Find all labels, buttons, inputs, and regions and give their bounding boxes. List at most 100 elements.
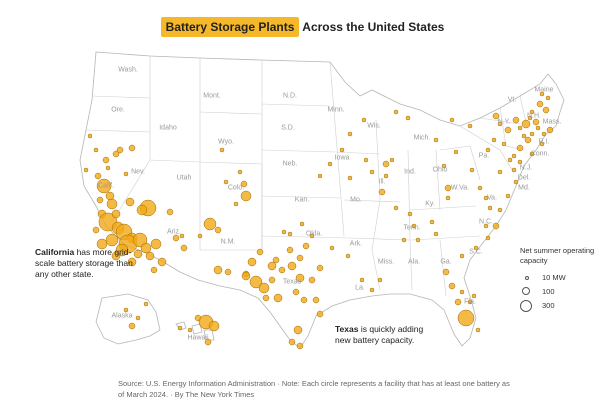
state-label-vt: Vt. [507,96,517,104]
title-highlight: Battery Storage Plants [160,17,300,37]
plant-bubble [140,242,152,254]
plant-bubble [469,167,475,173]
plant-bubble [111,209,121,219]
plant-bubble [345,253,351,259]
state-label-la: La. [355,284,365,292]
legend-row-10: 10 MW [520,271,605,285]
plant-bubble [363,157,369,163]
plant-bubble [288,338,296,346]
state-label-tenn: Tenn. [403,224,421,232]
state-label-del: Del. [517,174,531,182]
plant-bubble [389,157,395,163]
plant-bubble [262,294,270,302]
state-label-wva: W.Va. [450,184,470,192]
plant-bubble [106,198,118,210]
state-label-idaho: Idaho [159,124,177,132]
plant-bubble [187,327,193,333]
plant-bubble [309,233,315,239]
plant-bubble [136,204,148,216]
plant-bubble [127,257,137,267]
plant-bubble [501,141,507,147]
plant-bubble [471,293,477,299]
plant-bubble [286,246,294,254]
plant-bubble [94,172,102,180]
state-label-colo: Colo. [227,184,245,192]
plant-bubble [105,233,119,247]
plant-bubble [292,288,300,296]
plant-bubble [316,310,324,318]
plant-bubble [287,231,293,237]
texas-annotation-text: is quickly adding new battery capacity. [335,324,424,345]
state-label-ohio: Ohio [432,166,448,174]
plant-bubble [224,268,232,276]
california-annotation-bold: California [35,247,75,257]
state-label-mo: Mo. [350,196,362,204]
plant-bubble [517,125,523,131]
source-note: Source: U.S. Energy Information Administ… [118,379,510,399]
plant-bubble [361,117,367,123]
texas-annotation: Texas is quickly adding new battery capa… [335,324,435,346]
plant-bubble [111,251,121,261]
plant-bubble [268,276,276,284]
plant-bubble [339,147,345,153]
plant-bubble [316,264,324,272]
plant-bubble [453,149,459,155]
plant-bubble [511,167,517,173]
state-label-nh: N.H. [527,112,541,120]
state-label-miss: Miss. [377,258,395,266]
plant-bubble [529,151,535,157]
plant-bubble [203,217,217,231]
state-label-ky: Ky. [425,200,435,208]
state-label-neb: Neb. [282,160,298,168]
plant-bubble [150,238,162,250]
plant-bubble [504,126,512,134]
plant-bubble [278,266,286,274]
plant-bubble [302,242,310,250]
plant-bubble [383,173,389,179]
plant-bubble [102,156,110,164]
state-label-ind: Ind. [404,168,416,176]
plant-bubble [208,320,220,332]
state-label-ny: N.Y. [497,118,511,126]
plant-bubble [475,327,481,333]
plant-bubble [96,238,108,250]
plant-bubble [197,233,203,239]
plant-bubble [445,195,451,201]
plant-bubble [249,275,263,289]
plant-bubble [407,211,413,217]
plant-bubble [128,144,136,152]
plant-bubble [258,282,270,294]
plant-bubble [415,237,421,243]
plant-bubble [433,231,439,237]
plant-bubble [177,325,183,331]
plant-bubble [459,253,465,259]
plant-bubble [219,147,225,153]
plant-bubble [492,112,500,120]
plant-bubble [112,150,120,158]
plant-bubble [296,254,304,262]
plant-bubble [105,191,115,201]
plant-bubble [382,160,390,168]
plant-bubble [241,271,251,281]
plant-bubble [312,296,320,304]
plant-bubble [541,131,547,137]
plant-bubble [300,296,308,304]
state-label-ri: R.I. [538,138,550,146]
legend-circle-100 [522,287,530,295]
state-label-ala: Ala. [407,258,421,266]
plant-bubble [521,119,531,129]
state-label-conn: Conn. [530,150,550,158]
state-label-nev: Nev. [131,168,145,176]
state-label-nd: N.D. [283,92,297,100]
state-label-wyo: Wyo. [218,138,234,146]
plant-bubble [449,117,455,123]
state-label-va: Va. [487,194,497,202]
plant-bubble [513,179,519,185]
plant-bubble [485,147,491,153]
plant-bubble [214,226,222,234]
plant-bubble [442,268,450,276]
plant-bubble [401,237,407,243]
plant-bubble [213,265,223,275]
plant-bubble [369,287,375,293]
